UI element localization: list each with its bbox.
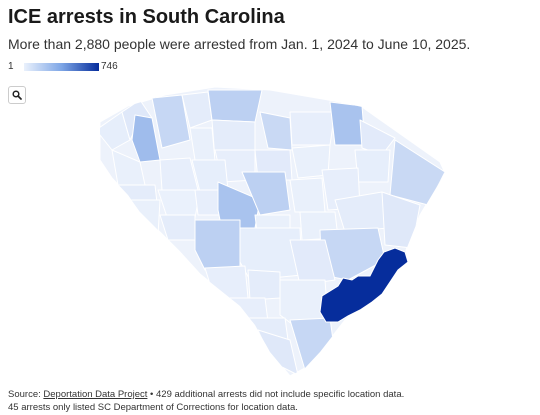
county-barnwell[interactable]	[204, 265, 249, 301]
map-footer: Source: Deportation Data Project • 429 a…	[8, 388, 404, 414]
footer-source-line: Source: Deportation Data Project • 429 a…	[8, 388, 404, 401]
legend-min-label: 1	[8, 61, 14, 72]
map-subtitle: More than 2,880 people were arrested fro…	[8, 36, 471, 52]
county-dorchester[interactable]	[289, 239, 336, 286]
source-note: • 429 additional arrests did not include…	[147, 389, 405, 400]
source-link[interactable]: Deportation Data Project	[43, 389, 148, 400]
map-title: ICE arrests in South Carolina	[8, 6, 285, 28]
county-spartanburg[interactable]	[151, 94, 191, 149]
county-greenville[interactable]	[131, 114, 161, 163]
county-union[interactable]	[189, 127, 216, 161]
search-icon	[12, 90, 22, 100]
county-chesterfield[interactable]	[289, 111, 336, 146]
county-york[interactable]	[207, 89, 263, 123]
legend-max-label: 746	[101, 61, 118, 72]
county-bamberg[interactable]	[247, 269, 281, 301]
county-marion[interactable]	[354, 149, 391, 183]
source-prefix: Source:	[8, 389, 44, 400]
legend-gradient-bar	[24, 63, 99, 71]
footer-note-line: 45 arrests only listed SC Department of …	[8, 402, 298, 413]
county-richland[interactable]	[241, 171, 291, 216]
search-button[interactable]	[8, 86, 26, 104]
county-sumter[interactable]	[289, 177, 326, 213]
county-aiken[interactable]	[194, 219, 241, 271]
county-charleston[interactable]	[319, 247, 409, 323]
